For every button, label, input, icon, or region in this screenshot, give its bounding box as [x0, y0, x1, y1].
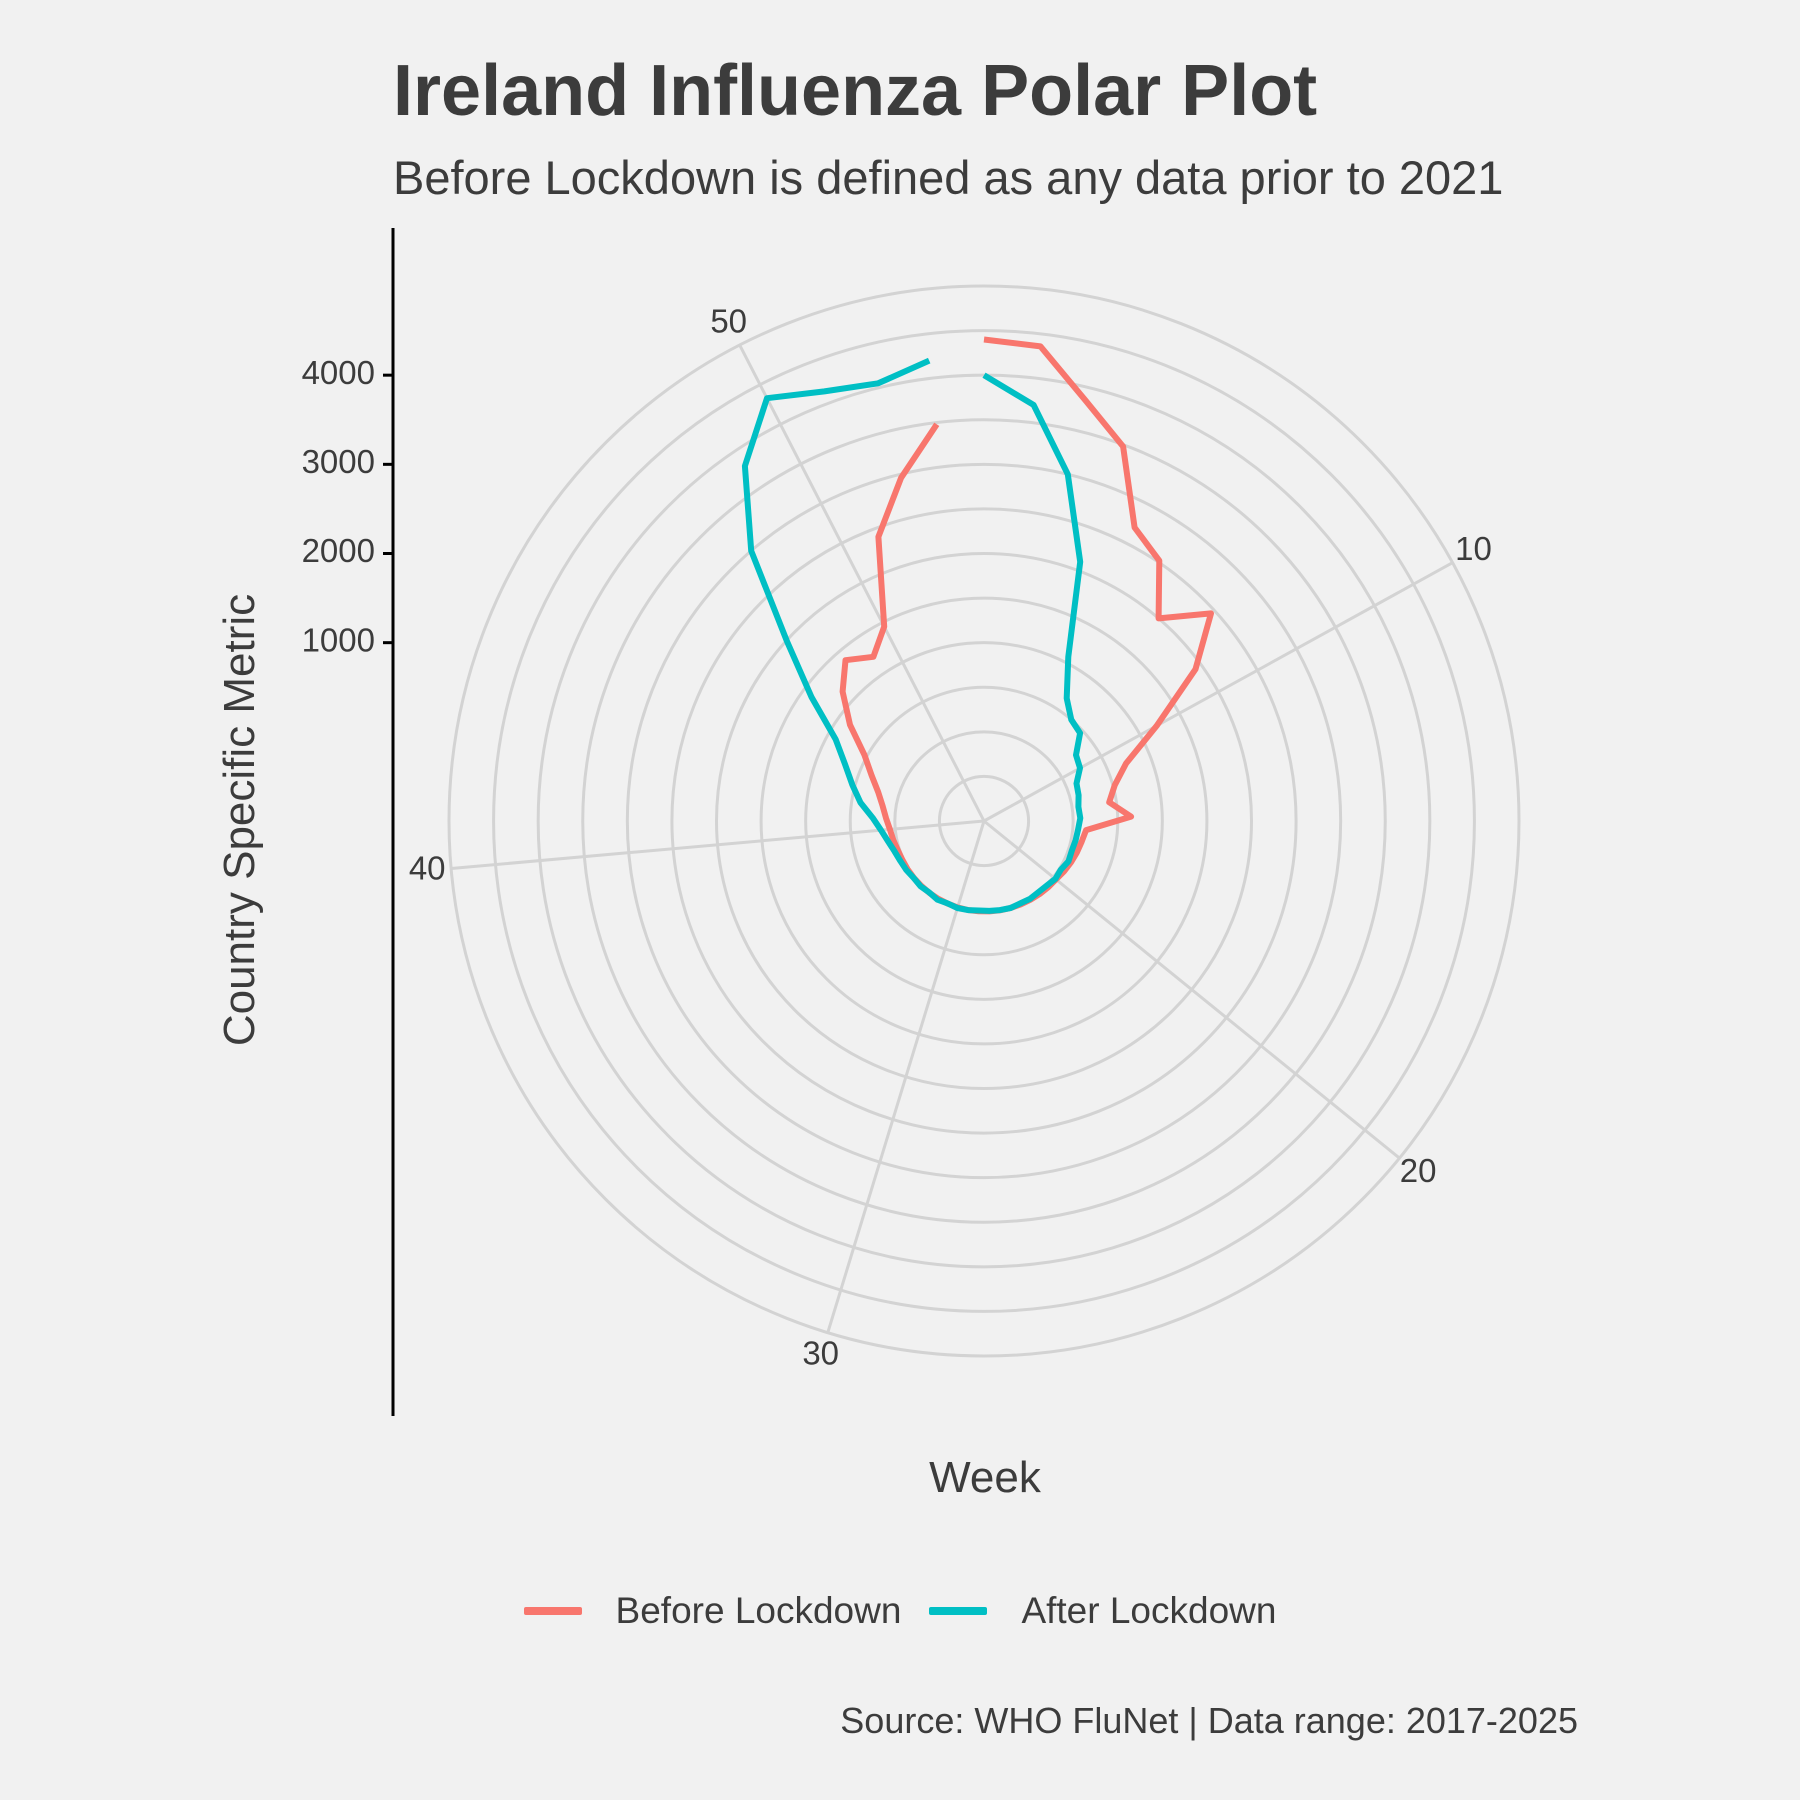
grid-ring [492, 329, 1476, 1313]
y-tick-label: 4000 [302, 354, 375, 391]
chart-title: Ireland Influenza Polar Plot [393, 51, 1318, 131]
x-tick-label: 40 [409, 849, 446, 886]
grid-spoke [826, 820, 986, 1334]
label-layer: 10 20 30 40 50 1000 2000 3000 4000 [302, 302, 1492, 1371]
y-axis-title: Country Specific Metric [215, 593, 264, 1047]
series-before-lockdown [839, 336, 1214, 915]
grid-spoke [738, 344, 986, 822]
series-after-lockdown [741, 357, 1084, 914]
grid-ring [581, 418, 1387, 1224]
series-layer [741, 336, 1214, 915]
grid-ring [536, 373, 1432, 1269]
grid-ring [447, 284, 1521, 1358]
x-tick-label: 30 [802, 1334, 839, 1371]
grid-ring [937, 774, 1031, 868]
x-tick-label: 10 [1455, 530, 1492, 567]
caption: Source: WHO FluNet | Data range: 2017-20… [840, 1700, 1578, 1741]
chart-subtitle: Before Lockdown is defined as any data p… [393, 151, 1504, 204]
grid-ring [715, 552, 1253, 1090]
legend-label-before: Before Lockdown [615, 1590, 902, 1631]
legend: Before Lockdown After Lockdown [0, 1590, 1800, 1632]
grid-ring [625, 462, 1343, 1180]
y-tick-label: 1000 [302, 621, 375, 658]
x-tick-label: 50 [710, 302, 747, 339]
grid-ring [804, 641, 1164, 1001]
y-tick-label: 2000 [302, 532, 375, 569]
grid-ring [670, 507, 1298, 1135]
legend-key-after [929, 1607, 988, 1615]
grid-spoke [983, 561, 1454, 823]
grid-spoke [450, 819, 985, 870]
grid-layer [447, 284, 1521, 1358]
grid-ring [759, 596, 1209, 1046]
y-tick-label: 3000 [302, 443, 375, 480]
legend-item-after: After Lockdown [929, 1590, 1276, 1632]
x-tick-label: 20 [1400, 1152, 1437, 1189]
legend-item-before: Before Lockdown [523, 1590, 902, 1632]
x-axis-title: Week [929, 1453, 1041, 1502]
legend-label-after: After Lockdown [1021, 1590, 1277, 1631]
legend-key-before [523, 1607, 582, 1615]
